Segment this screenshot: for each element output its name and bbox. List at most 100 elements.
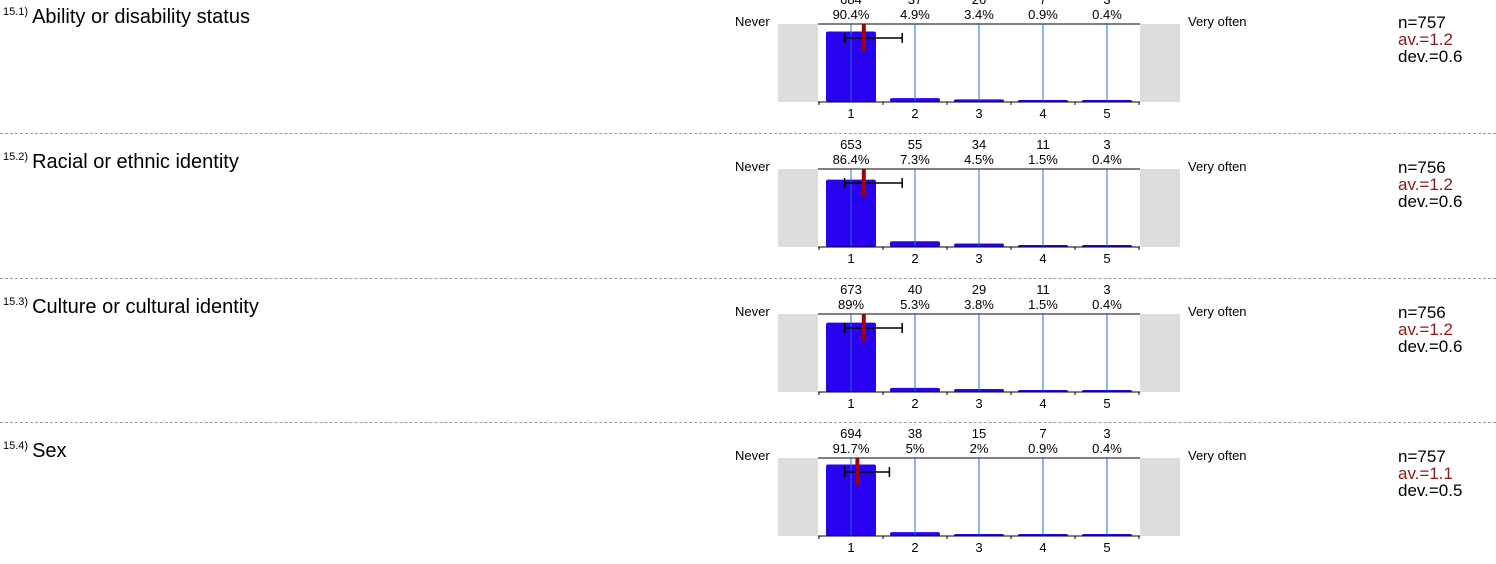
- percent-label: 0.4%: [1092, 7, 1122, 22]
- count-label: 3: [1103, 0, 1110, 7]
- count-label: 7: [1039, 426, 1046, 441]
- percent-label: 4.5%: [964, 152, 994, 167]
- count-label: 673: [840, 282, 862, 297]
- percent-label: 0.4%: [1092, 441, 1122, 456]
- count-label: 3: [1103, 282, 1110, 297]
- tick-label: 4: [1039, 396, 1046, 411]
- tick-label: 3: [975, 540, 982, 555]
- average-value: av.=1.2: [1398, 320, 1453, 339]
- count-label: 694: [840, 426, 862, 441]
- tick-label: 2: [911, 540, 918, 555]
- percent-label: 4.9%: [900, 7, 930, 22]
- tick-label: 5: [1103, 540, 1110, 555]
- percent-label: 89%: [838, 297, 864, 312]
- percent-label: 3.8%: [964, 297, 994, 312]
- question-number: 15.2): [3, 151, 29, 163]
- question-row: 15.4) Sex Never 694 91.7% 1 38 5% 2 15 2% 3 7 0.9% 4…: [0, 426, 1496, 564]
- percent-label: 5%: [906, 441, 925, 456]
- question-row: 15.2) Racial or ethnic identity Never 653…: [0, 137, 1496, 275]
- scale-left-label: Never: [735, 159, 770, 174]
- deviation-value: dev.=0.6: [1398, 192, 1463, 211]
- percent-label: 90.4%: [833, 7, 870, 22]
- n-count: n=757: [1398, 13, 1446, 32]
- percent-label: 0.9%: [1028, 441, 1058, 456]
- tick-label: 4: [1039, 540, 1046, 555]
- percent-label: 1.5%: [1028, 297, 1058, 312]
- tick-label: 2: [911, 106, 918, 121]
- question-row: 15.1) Ability or disability status Never …: [0, 0, 1496, 130]
- scale-left-box: [778, 314, 818, 392]
- percent-label: 3.4%: [964, 7, 994, 22]
- percent-label: 86.4%: [833, 152, 870, 167]
- scale-left-label: Never: [735, 14, 770, 29]
- tick-label: 3: [975, 396, 982, 411]
- stats-block: n=757 av.=1.2 dev.=0.6: [1398, 14, 1462, 65]
- tick-label: 4: [1039, 251, 1046, 266]
- tick-label: 5: [1103, 106, 1110, 121]
- tick-label: 1: [847, 396, 854, 411]
- question-number: 15.4): [3, 440, 29, 452]
- question-label: 15.1) Ability or disability status: [3, 6, 250, 29]
- count-label: 15: [972, 426, 986, 441]
- scale-right-label: Very often: [1188, 448, 1247, 463]
- question-row: 15.3) Culture or cultural identity Never …: [0, 282, 1496, 420]
- deviation-value: dev.=0.6: [1398, 337, 1463, 356]
- average-value: av.=1.2: [1398, 30, 1453, 49]
- scale-left-label: Never: [735, 304, 770, 319]
- count-label: 11: [1036, 137, 1050, 152]
- count-label: 34: [972, 137, 986, 152]
- deviation-value: dev.=0.5: [1398, 481, 1463, 500]
- tick-label: 1: [847, 251, 854, 266]
- n-count: n=756: [1398, 303, 1446, 322]
- deviation-value: dev.=0.6: [1398, 47, 1463, 66]
- percent-label: 7.3%: [900, 152, 930, 167]
- percent-label: 0.4%: [1092, 297, 1122, 312]
- percent-label: 5.3%: [900, 297, 930, 312]
- frequency-chart: 68490.4%1374.9%2263.4%370.9%430.4%5: [778, 0, 1180, 121]
- average-value: av.=1.2: [1398, 175, 1453, 194]
- percent-label: 0.4%: [1092, 152, 1122, 167]
- n-count: n=756: [1398, 158, 1446, 177]
- count-label: 40: [908, 282, 922, 297]
- stats-block: n=756 av.=1.2 dev.=0.6: [1398, 304, 1462, 355]
- n-count: n=757: [1398, 447, 1446, 466]
- scale-right-box: [1140, 169, 1180, 247]
- scale-right-label: Very often: [1188, 14, 1247, 29]
- count-label: 38: [908, 426, 922, 441]
- scale-right-label: Very often: [1188, 304, 1247, 319]
- question-number: 15.1): [3, 6, 29, 18]
- tick-label: 2: [911, 396, 918, 411]
- scale-right-label: Very often: [1188, 159, 1247, 174]
- scale-left-box: [778, 169, 818, 247]
- tick-label: 5: [1103, 251, 1110, 266]
- question-text: Ability or disability status: [32, 6, 250, 28]
- row-separator: [0, 422, 1496, 423]
- tick-label: 1: [847, 106, 854, 121]
- count-label: 11: [1036, 282, 1050, 297]
- question-text: Sex: [32, 440, 67, 462]
- scale-right-box: [1140, 458, 1180, 536]
- stats-block: n=756 av.=1.2 dev.=0.6: [1398, 159, 1462, 210]
- question-number: 15.3): [3, 296, 29, 308]
- question-text: Racial or ethnic identity: [32, 151, 239, 173]
- question-label: 15.3) Culture or cultural identity: [3, 296, 259, 319]
- scale-left-label: Never: [735, 448, 770, 463]
- percent-label: 2%: [970, 441, 989, 456]
- question-label: 15.2) Racial or ethnic identity: [3, 151, 239, 174]
- count-label: 7: [1039, 0, 1046, 7]
- scale-left-box: [778, 458, 818, 536]
- tick-label: 1: [847, 540, 854, 555]
- percent-label: 91.7%: [833, 441, 870, 456]
- question-text: Culture or cultural identity: [32, 296, 259, 318]
- percent-label: 1.5%: [1028, 152, 1058, 167]
- count-label: 684: [840, 0, 862, 7]
- count-label: 26: [972, 0, 986, 7]
- count-label: 37: [908, 0, 922, 7]
- average-value: av.=1.1: [1398, 464, 1453, 483]
- tick-label: 5: [1103, 396, 1110, 411]
- tick-label: 4: [1039, 106, 1046, 121]
- row-separator: [0, 133, 1496, 134]
- scale-right-box: [1140, 24, 1180, 102]
